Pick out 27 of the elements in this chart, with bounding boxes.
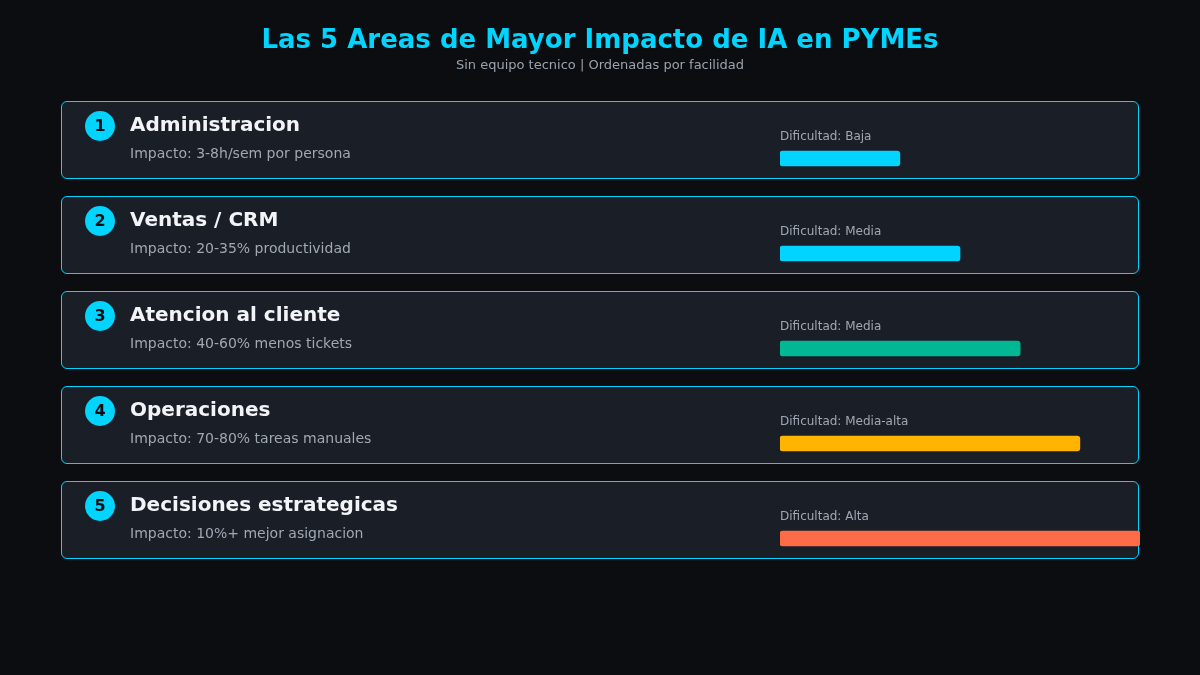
y-tick-label: Administracion [130,112,301,136]
bar [780,340,1021,357]
annotation: Dificultad: Media [780,224,882,238]
text: 3 [85,301,115,331]
y-tick-label: Atencion al cliente [130,302,341,326]
text: 1 [85,111,115,141]
bar [780,245,961,262]
bar [780,435,1081,452]
annotation: Dificultad: Alta [780,509,869,523]
text: 2 [85,206,115,236]
annotation: Dificultad: Media-alta [780,414,909,428]
text: Impacto: 10%+ mejor asignacion [130,525,364,541]
annotation: Dificultad: Baja [780,129,872,143]
y-tick-label: Ventas / CRM [130,207,279,231]
y-tick-label: Operaciones [130,397,271,421]
text: Impacto: 3-8h/sem por persona [130,145,351,161]
text: Impacto: 70-80% tareas manuales [130,430,372,446]
bar [780,150,901,167]
text: Impacto: 40-60% menos tickets [130,335,353,351]
text: 5 [85,491,115,521]
bar [780,530,1140,547]
chart-title: Las 5 Areas de Mayor Impacto de IA en PYMEs [260,24,940,54]
text: Sin equipo tecnico | Ordenadas por facilidad [454,57,746,72]
annotation: Dificultad: Media [780,319,882,333]
y-tick-label: Decisiones estrategicas [130,492,398,516]
text: 4 [85,396,115,426]
text: Impacto: 20-35% productividad [130,240,351,256]
